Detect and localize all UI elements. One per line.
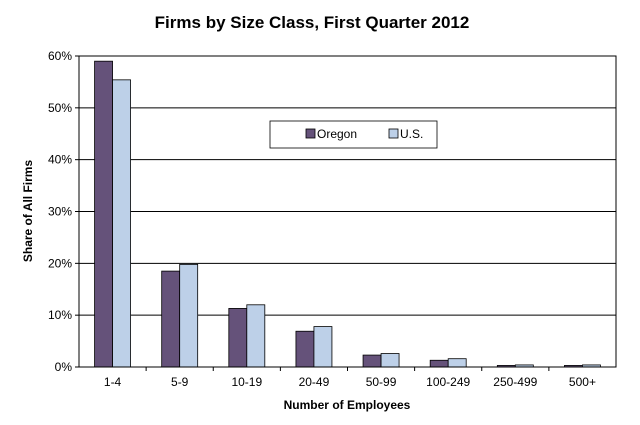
x-tick-label: 50-99: [366, 375, 397, 389]
bar-oregon-1-4: [94, 60, 113, 368]
y-tick-label: 0%: [55, 360, 73, 374]
x-tick-labels: 1-4 5-9 10-19 20-49 50-99 100-249 250-499 500+: [104, 367, 596, 389]
bar-us-50-99: [380, 353, 400, 368]
y-tick-label: 20%: [48, 256, 72, 270]
y-axis-label: Share of All Firms: [21, 160, 35, 263]
bar-us-20-49: [313, 326, 333, 368]
x-tick-label: 20-49: [299, 375, 330, 389]
bar-us-10-19: [246, 304, 266, 368]
bar-oregon-5-9: [161, 270, 181, 368]
x-tick-label: 250-499: [493, 375, 537, 389]
y-tick-label: 50%: [48, 101, 72, 115]
bar-oregon-20-49: [295, 330, 315, 368]
bar-us-100-249: [447, 358, 467, 368]
x-tick-label: 10-19: [231, 375, 262, 389]
bar-us-1-4: [112, 79, 131, 368]
legend: Oregon U.S.: [269, 120, 438, 149]
bar-oregon-100-249: [429, 359, 449, 368]
y-tick-label: 30%: [48, 205, 72, 219]
x-tick-label: 1-4: [104, 375, 122, 389]
bar-us-5-9: [179, 263, 199, 368]
x-tick-label: 5-9: [171, 375, 189, 389]
bars: [94, 60, 601, 368]
y-tick-labels: 0% 10% 20% 30% 40% 50% 60%: [48, 49, 72, 374]
y-tick-label: 60%: [48, 49, 72, 63]
legend-swatch: [305, 128, 316, 139]
y-tick-label: 40%: [48, 153, 72, 167]
x-tick-label: 500+: [569, 375, 596, 389]
legend-label: U.S.: [400, 127, 423, 141]
bar-oregon-10-19: [228, 308, 248, 368]
y-tick-label: 10%: [48, 308, 72, 322]
bar-oregon-50-99: [362, 354, 382, 368]
chart-title: Firms by Size Class, First Quarter 2012: [155, 13, 470, 32]
legend-swatch: [388, 128, 399, 139]
legend-label: Oregon: [317, 127, 357, 141]
grid-lines: [75, 55, 616, 368]
x-tick-label: 100-249: [426, 375, 470, 389]
x-axis-label: Number of Employees: [284, 398, 411, 412]
legend-box: [269, 120, 438, 149]
